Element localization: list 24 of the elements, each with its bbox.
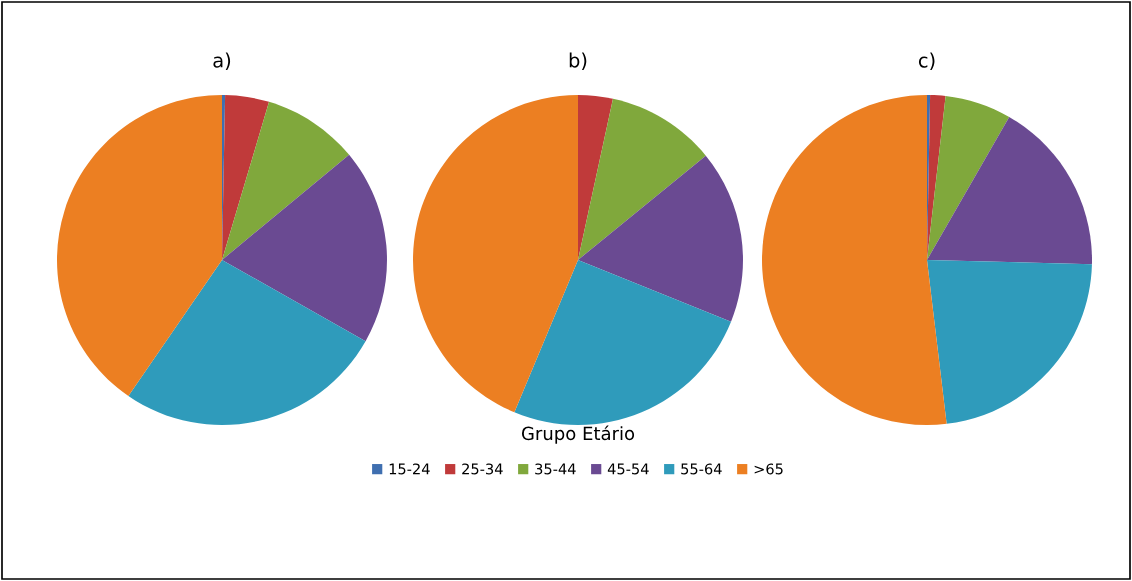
pie-slice bbox=[578, 155, 743, 322]
legend-label: 15-24 bbox=[389, 463, 430, 475]
legend-label: 45-54 bbox=[607, 463, 649, 475]
chart-title: a) bbox=[213, 52, 231, 70]
pie-slice bbox=[128, 260, 366, 425]
legend-label: >65 bbox=[754, 463, 783, 475]
pie-slice bbox=[57, 95, 222, 396]
pie-slice bbox=[222, 101, 350, 260]
legend-label: 35-44 bbox=[535, 463, 576, 475]
pie-slice bbox=[222, 154, 387, 342]
pie-slice bbox=[927, 96, 1010, 260]
pie-slice bbox=[413, 95, 578, 413]
legend-label: 25-34 bbox=[462, 463, 503, 475]
legend-title: Grupo Etário bbox=[521, 425, 635, 444]
pie-slice bbox=[927, 116, 1092, 265]
chart-title: c) bbox=[918, 52, 935, 70]
pie-slice bbox=[514, 260, 732, 425]
chart-title: b) bbox=[569, 52, 587, 70]
pie-slice bbox=[222, 95, 270, 260]
pie-slice bbox=[578, 95, 613, 260]
pie-slice bbox=[762, 95, 947, 425]
pie-slice bbox=[578, 98, 706, 260]
legend-label: 55-64 bbox=[681, 463, 722, 475]
pie-slice bbox=[927, 260, 1092, 424]
